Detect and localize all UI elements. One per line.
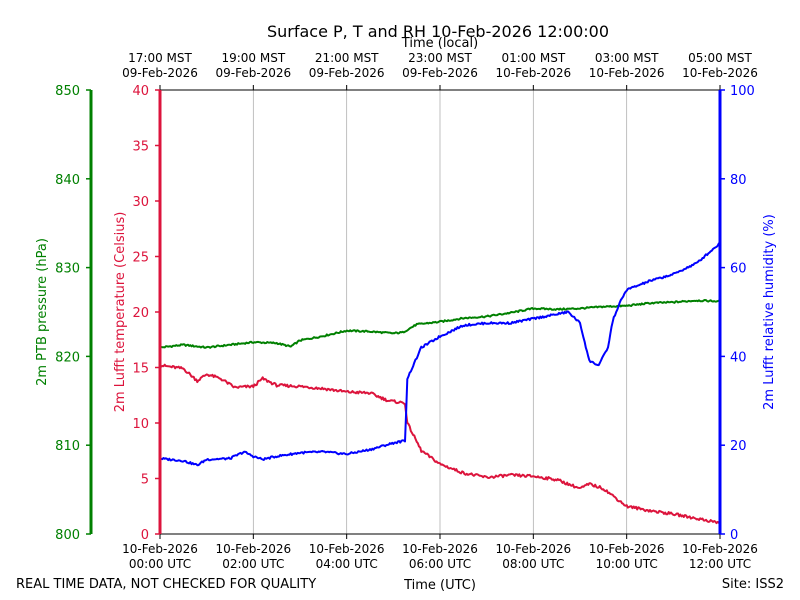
- temperature-tick-label: 30: [132, 195, 149, 210]
- quality-note: REAL TIME DATA, NOT CHECKED FOR QUALITY: [16, 577, 316, 592]
- x-tick-label-time: 12:00 UTC: [689, 557, 751, 571]
- pressure-tick-label: 820: [55, 350, 80, 365]
- top-tick-label-date: 09-Feb-2026: [309, 66, 385, 80]
- humidity-tick-label: 40: [730, 350, 747, 365]
- pressure-tick-label: 800: [55, 528, 80, 543]
- temperature-series-line: [160, 363, 721, 525]
- top-tick-label-date: 09-Feb-2026: [215, 66, 291, 80]
- x-tick-label-time: 00:00 UTC: [129, 557, 191, 571]
- temperature-tick-label: 35: [132, 140, 149, 155]
- x-tick-label-time: 04:00 UTC: [316, 557, 378, 571]
- pressure-tick-label: 810: [55, 439, 80, 454]
- pressure-tick-label: 830: [55, 262, 80, 277]
- top-tick-label-time: 23:00 MST: [408, 51, 472, 65]
- top-tick-label-date: 10-Feb-2026: [495, 66, 571, 80]
- top-tick-label-date: 10-Feb-2026: [682, 66, 758, 80]
- x-tick-label-date: 10-Feb-2026: [215, 542, 291, 556]
- temperature-tick-label: 20: [132, 306, 149, 321]
- bottom-axis-label: Time (UTC): [403, 578, 476, 593]
- top-tick-label-date: 09-Feb-2026: [122, 66, 198, 80]
- top-tick-label-time: 21:00 MST: [315, 51, 379, 65]
- x-tick-label-time: 02:00 UTC: [222, 557, 284, 571]
- x-tick-label-time: 10:00 UTC: [596, 557, 658, 571]
- humidity-tick-label: 60: [730, 262, 747, 277]
- pressure-tick-label: 840: [55, 173, 80, 188]
- top-tick-label-time: 01:00 MST: [501, 51, 565, 65]
- pressure-series-line: [159, 299, 721, 349]
- temperature-tick-label: 0: [141, 528, 149, 543]
- top-axis-label: Time (local): [401, 36, 478, 51]
- x-tick-label-date: 10-Feb-2026: [495, 542, 571, 556]
- x-tick-label-date: 10-Feb-2026: [309, 542, 385, 556]
- chart-title: Surface P, T and RH 10-Feb-2026 12:00:00: [267, 22, 609, 41]
- temperature-tick-label: 15: [132, 362, 149, 377]
- top-tick-label-time: 05:00 MST: [688, 51, 752, 65]
- x-tick-label-date: 10-Feb-2026: [682, 542, 758, 556]
- temperature-axis-label: 2m Lufft temperature (Celsius): [113, 212, 128, 413]
- humidity-tick-label: 100: [730, 84, 755, 99]
- humidity-tick-label: 0: [730, 528, 738, 543]
- top-tick-label-time: 17:00 MST: [128, 51, 192, 65]
- humidity-tick-label: 80: [730, 173, 747, 188]
- site-label: Site: ISS2: [722, 577, 784, 592]
- top-tick-label-time: 19:00 MST: [221, 51, 285, 65]
- x-tick-label-time: 06:00 UTC: [409, 557, 471, 571]
- pressure-tick-label: 850: [55, 84, 80, 99]
- top-tick-label-time: 03:00 MST: [595, 51, 659, 65]
- grid-lines: [252, 90, 628, 534]
- temperature-tick-label: 40: [132, 84, 149, 99]
- x-tick-label-date: 10-Feb-2026: [589, 542, 665, 556]
- humidity-series-line: [159, 242, 721, 467]
- x-tick-label-date: 10-Feb-2026: [402, 542, 478, 556]
- top-tick-label-date: 09-Feb-2026: [402, 66, 478, 80]
- humidity-axis-label: 2m Lufft relative humidity (%): [762, 214, 777, 410]
- x-tick-label-date: 10-Feb-2026: [122, 542, 198, 556]
- temperature-tick-label: 10: [132, 417, 149, 432]
- temperature-tick-label: 5: [141, 473, 149, 488]
- pressure-axis-label: 2m PTB pressure (hPa): [35, 238, 50, 386]
- top-tick-label-date: 10-Feb-2026: [589, 66, 665, 80]
- temperature-tick-label: 25: [132, 251, 149, 266]
- humidity-tick-label: 20: [730, 439, 747, 454]
- series-lines: [159, 242, 721, 525]
- x-tick-label-time: 08:00 UTC: [502, 557, 564, 571]
